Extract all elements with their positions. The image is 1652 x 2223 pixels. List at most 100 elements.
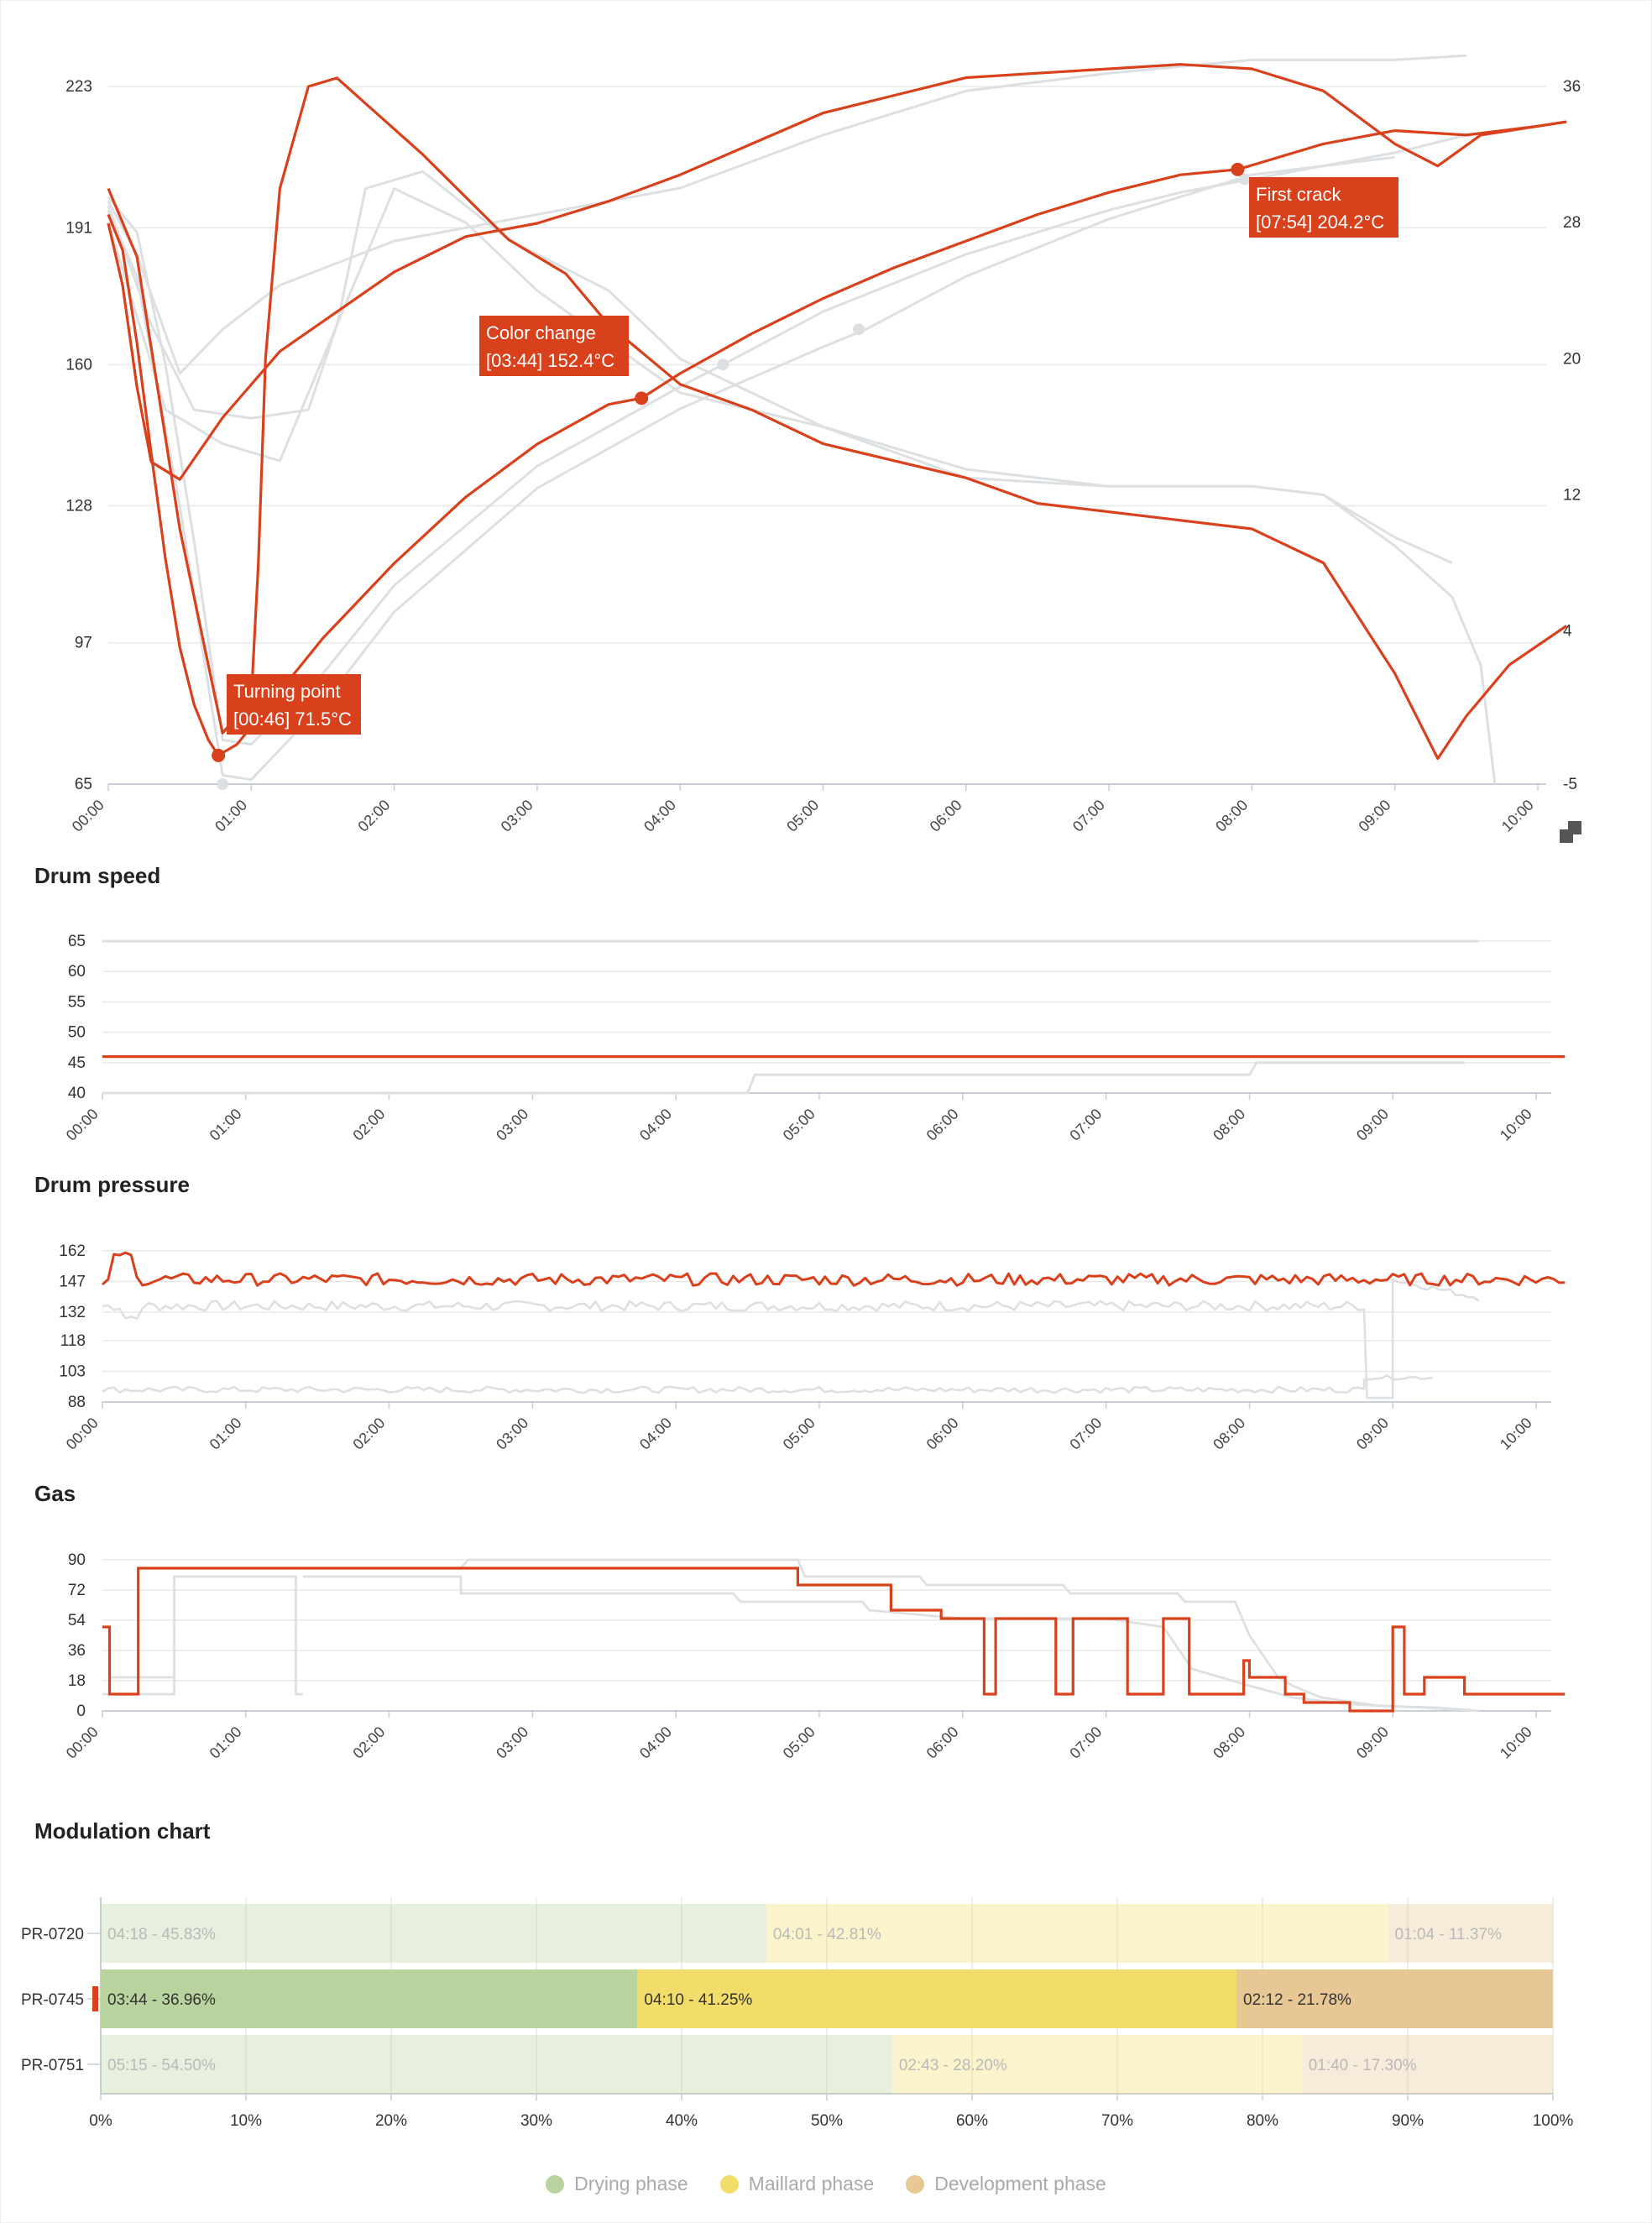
- maillard-swatch-icon: [719, 2174, 739, 2194]
- main-y-left-label: 191: [65, 219, 92, 237]
- main-x-tick-label: 06:00: [927, 797, 965, 835]
- event-marker: [635, 391, 649, 405]
- mod-x-label: 80%: [1247, 2112, 1278, 2130]
- roaster-logo-icon: [1560, 821, 1581, 843]
- speed-x-tick-label: 02:00: [349, 1106, 388, 1144]
- mod-segment-label: 02:43 - 28.20%: [899, 2057, 1007, 2074]
- main-x-tick-label: 10:00: [1498, 797, 1537, 835]
- speed-y-label: 50: [68, 1024, 86, 1042]
- speed-y-label: 60: [68, 963, 86, 981]
- gas-highlight-line: [102, 1567, 1566, 1713]
- main-y-right-label: 20: [1563, 350, 1581, 368]
- mod-x-label: 10%: [230, 2112, 262, 2130]
- mod-category-label: PR-0745: [21, 1991, 84, 2009]
- main-x-tick-label: 02:00: [354, 797, 393, 835]
- reference-curve: [107, 170, 1497, 785]
- mod-segment-maillard: [637, 1969, 1237, 2028]
- pressure-x-tick-label: 00:00: [63, 1415, 102, 1453]
- event-label-title: First crack: [1256, 184, 1341, 205]
- modulation-title: Modulation chart: [34, 1818, 211, 1844]
- speed-reference-line: [102, 1061, 1465, 1095]
- pressure-x-tick-label: 08:00: [1210, 1415, 1248, 1453]
- legend-item-maillard[interactable]: Maillard phase: [719, 2173, 875, 2195]
- gas-reference-line: [459, 1558, 1479, 1713]
- gas-x-tick-label: 08:00: [1210, 1723, 1248, 1762]
- gas-x-tick-label: 03:00: [493, 1723, 531, 1762]
- main-y-right-label: 36: [1563, 78, 1581, 96]
- speed-x-tick-label: 03:00: [493, 1106, 531, 1144]
- event-label-value: [00:46] 71.5°C: [233, 709, 352, 730]
- reference-event-marker: [717, 358, 729, 371]
- mod-segment-label: 05:15 - 54.50%: [107, 2057, 216, 2074]
- gas-x-tick-label: 05:00: [780, 1723, 818, 1762]
- gas-y-label: 90: [68, 1551, 86, 1569]
- mod-segment-maillard: [891, 2035, 1302, 2094]
- legend-label-maillard: Maillard phase: [748, 2173, 875, 2194]
- pressure-y-label: 118: [60, 1332, 86, 1350]
- legend-item-development[interactable]: Development phase: [906, 2173, 1106, 2195]
- gas-y-label: 0: [76, 1703, 86, 1720]
- pressure-x-tick-label: 09:00: [1353, 1415, 1392, 1453]
- mod-segment-development: [1236, 1969, 1553, 2028]
- gas-chart: 0 18 36 54 72 90 00:00 01:00 02:00 03:00 04:00 05:0…: [63, 1551, 1566, 1762]
- pressure-y-label: 103: [59, 1363, 86, 1381]
- speed-x-tick-label: 08:00: [1210, 1106, 1248, 1144]
- gas-x-tick-label: 10:00: [1497, 1723, 1535, 1762]
- highlight-curve: [107, 63, 1567, 481]
- speed-x-tick-label: 10:00: [1497, 1106, 1535, 1144]
- mod-segment-development: [1388, 1904, 1554, 1963]
- mod-highlight-marker: [92, 1986, 98, 2011]
- gas-x-tick-label: 04:00: [636, 1723, 675, 1762]
- reference-event-marker: [217, 778, 229, 790]
- gas-x-tick-label: 01:00: [206, 1723, 245, 1762]
- main-y-left-label: 97: [75, 635, 92, 652]
- gas-x-tick-label: 00:00: [63, 1723, 102, 1762]
- pressure-reference-line: [102, 1374, 1434, 1394]
- gas-reference-line: [102, 1575, 304, 1696]
- mod-segment-label: 04:10 - 41.25%: [644, 1991, 752, 2009]
- pressure-x-tick-label: 03:00: [493, 1415, 531, 1453]
- mod-x-label: 70%: [1101, 2112, 1133, 2130]
- pressure-x-tick-label: 05:00: [780, 1415, 818, 1453]
- mod-segment-drying: [101, 1904, 766, 1963]
- legend-item-drying[interactable]: Drying phase: [546, 2173, 688, 2195]
- speed-x-tick-label: 06:00: [923, 1106, 962, 1144]
- pressure-x-tick-label: 10:00: [1497, 1415, 1535, 1453]
- main-y-right-label: 28: [1563, 214, 1581, 232]
- main-x-tick-label: 08:00: [1212, 797, 1251, 835]
- main-y-left-label: 128: [65, 498, 92, 515]
- reference-event-marker: [1238, 173, 1251, 186]
- speed-y-label: 65: [68, 933, 86, 950]
- mod-x-label: 20%: [375, 2112, 407, 2130]
- event-label-title: Color change: [486, 322, 596, 343]
- mod-segment-label: 04:18 - 45.83%: [107, 1926, 216, 1943]
- highlight-curve: [107, 76, 1568, 761]
- gas-y-label: 36: [68, 1642, 86, 1660]
- mod-x-label: 90%: [1392, 2112, 1424, 2130]
- gas-y-label: 18: [68, 1672, 86, 1690]
- drying-swatch-icon: [546, 2174, 565, 2194]
- speed-x-tick-label: 05:00: [780, 1106, 818, 1144]
- reference-event-marker: [853, 323, 865, 336]
- main-y-right-label: 4: [1563, 623, 1572, 641]
- drum-speed-chart: 40 45 50 55 60 65 00:00 01:00 02:00 03:00 04:00 05:…: [63, 933, 1566, 1144]
- main-y-right-label: 12: [1563, 486, 1581, 504]
- main-y-left-label: 65: [75, 776, 92, 793]
- pressure-x-tick-label: 04:00: [636, 1415, 675, 1453]
- mod-x-label: 100%: [1533, 2112, 1574, 2130]
- event-marker: [1231, 162, 1245, 176]
- mod-x-label: 40%: [666, 2112, 698, 2130]
- modulation-chart: 0% 10% 20% 30% 40% 50% 60% 70% 80% 90% 100% PR-0720…: [21, 1897, 1573, 2130]
- mod-x-label: 30%: [520, 2112, 552, 2130]
- drum-speed-title: Drum speed: [34, 863, 161, 888]
- gas-x-tick-label: 06:00: [923, 1723, 962, 1762]
- main-x-tick-label: 00:00: [69, 797, 107, 835]
- event-label-box: [479, 316, 629, 376]
- mod-segment-label: 01:40 - 17.30%: [1309, 2057, 1417, 2074]
- gas-y-label: 54: [68, 1612, 86, 1629]
- development-swatch-icon: [906, 2174, 925, 2194]
- gas-y-label: 72: [68, 1582, 86, 1599]
- event-label-value: [07:54] 204.2°C: [1256, 212, 1384, 233]
- event-label-box: [227, 674, 361, 735]
